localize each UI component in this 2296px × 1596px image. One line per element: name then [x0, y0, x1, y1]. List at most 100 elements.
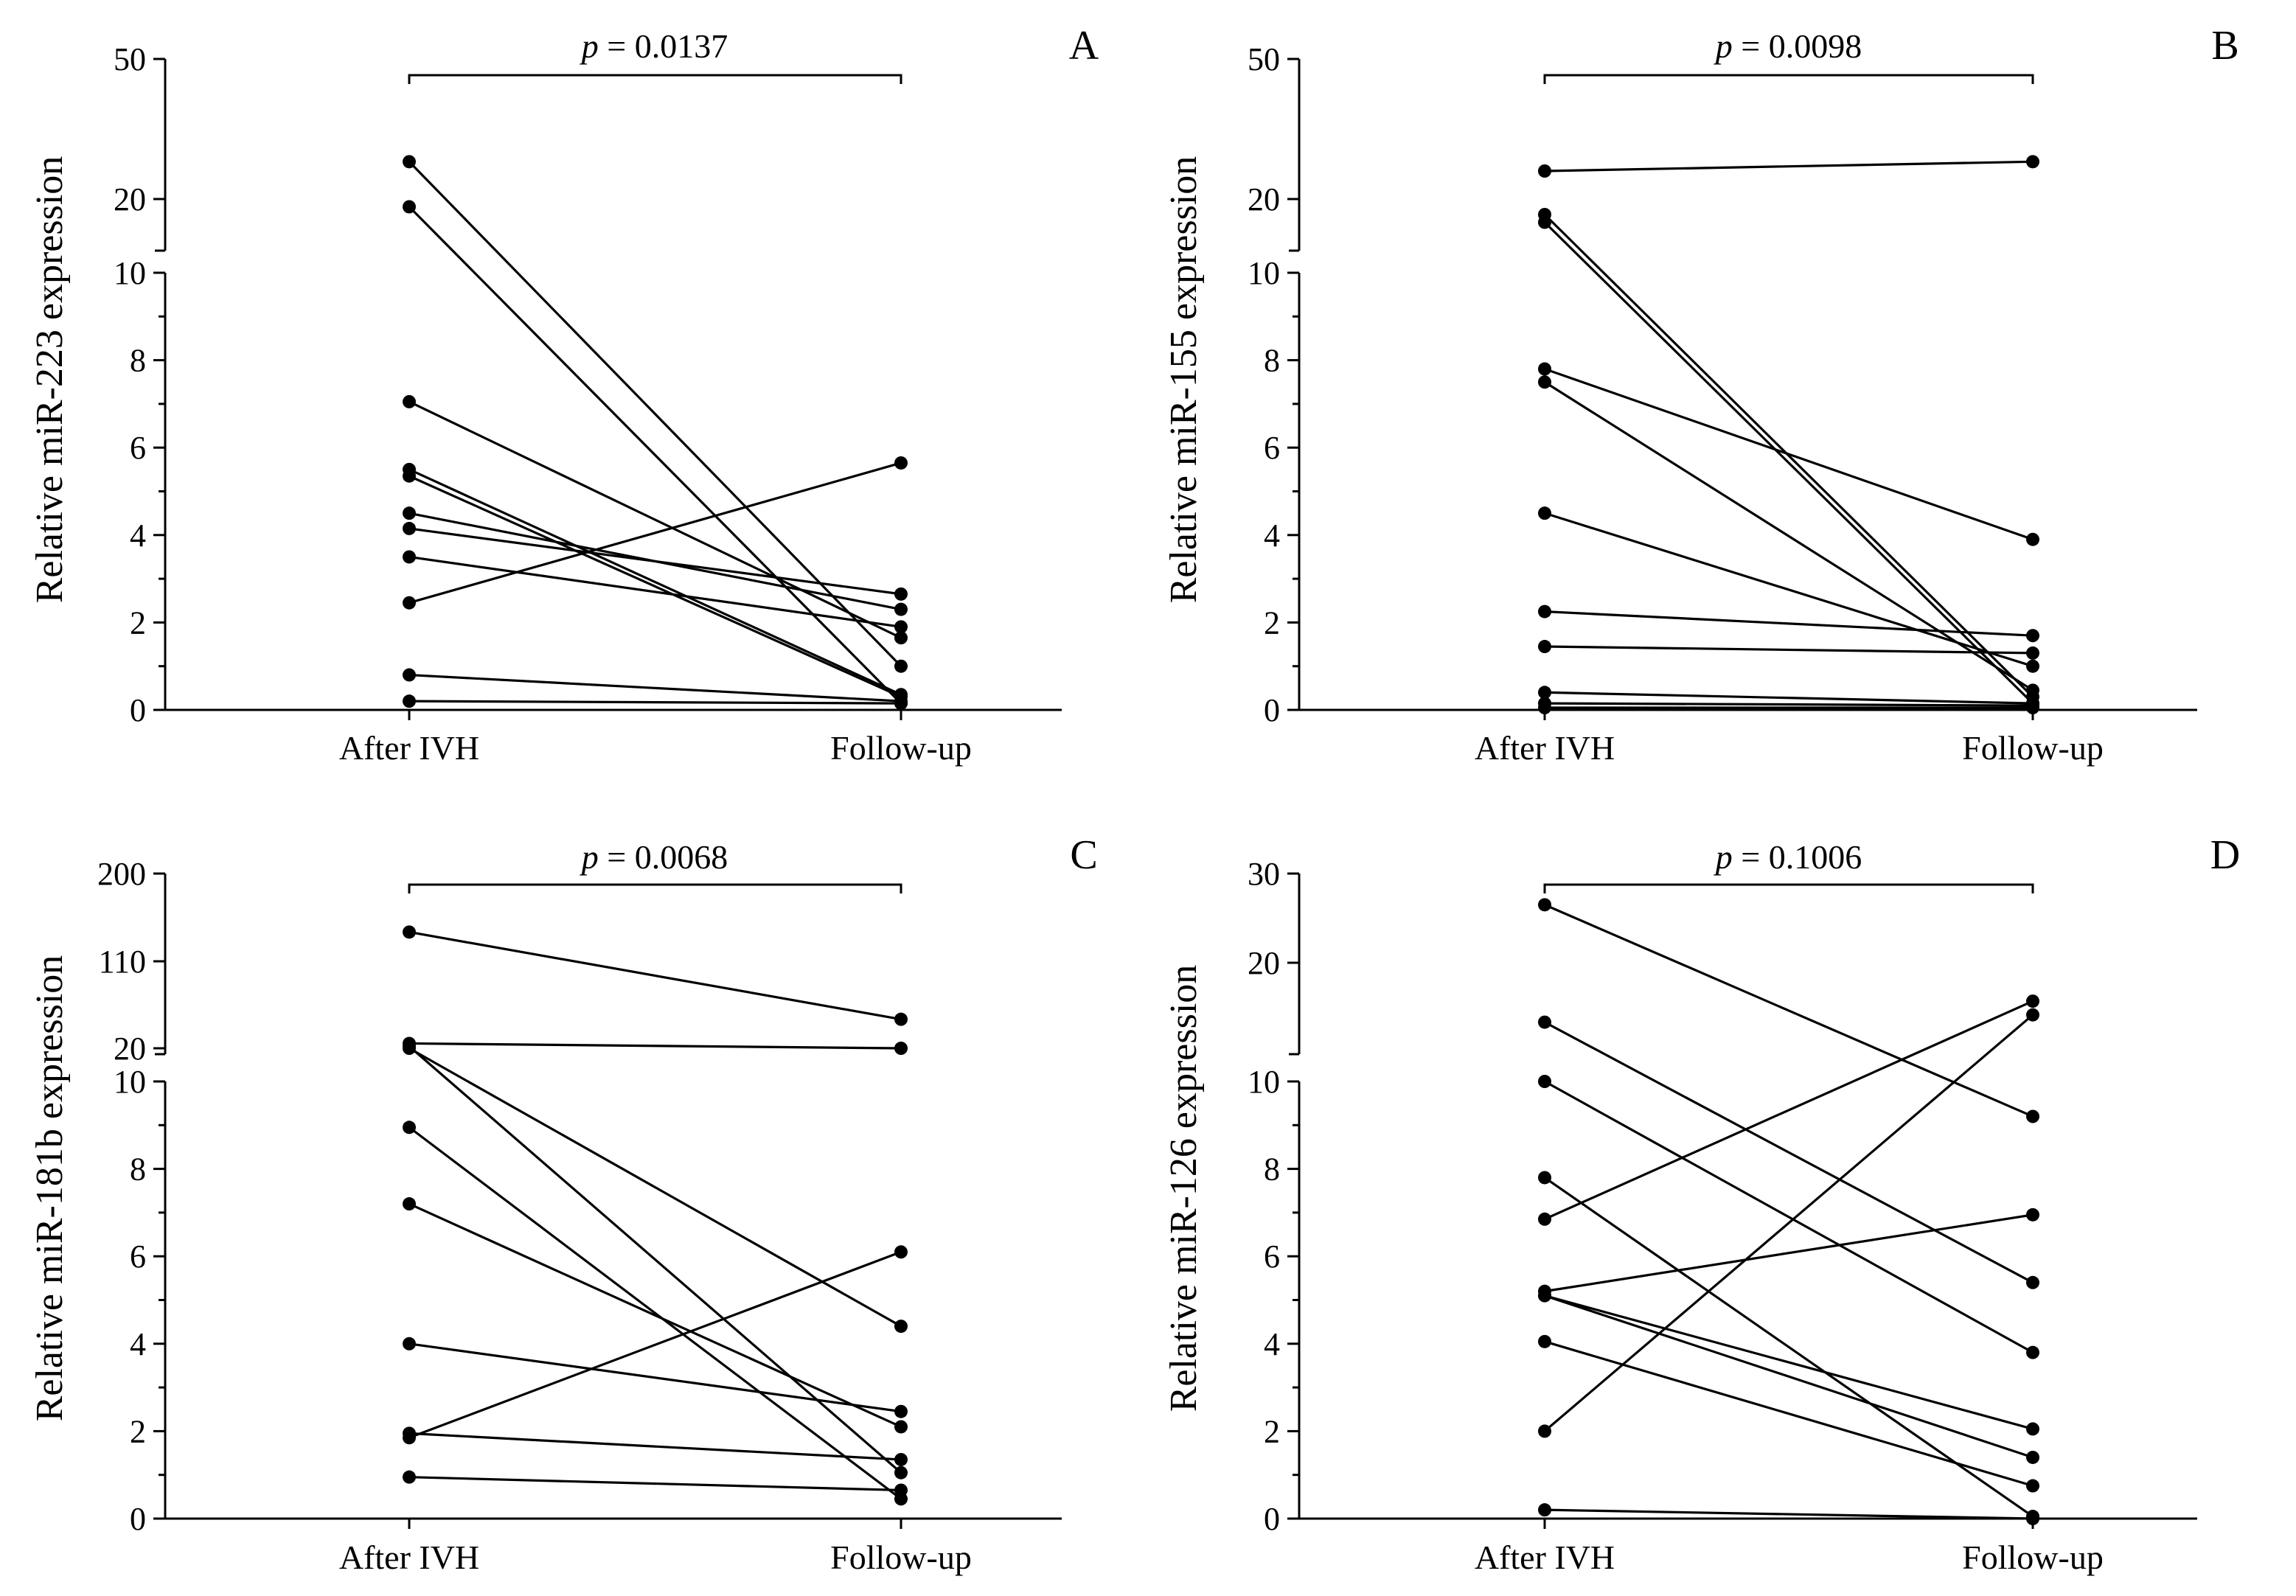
panel-b-pair-line-3 — [1543, 221, 2034, 705]
panel-a-significance-bracket — [408, 74, 902, 84]
panel-c-point-follow-up-2 — [894, 1042, 908, 1055]
panel-b-category-follow-up: Follow-up — [1962, 729, 2104, 767]
panel-a-y-tick-label: 2 — [130, 604, 146, 641]
panel-b-y-axis-label: Relative miR-155 expression — [1163, 156, 1205, 604]
panel-c-pair-line-9 — [408, 1250, 902, 1439]
panel-b-letter: B — [2211, 23, 2238, 69]
panel-a-pair-line-9 — [408, 461, 902, 604]
panel-b-point-after-ivh-7 — [1538, 604, 1551, 618]
panel-a-point-after-ivh-11 — [403, 694, 416, 708]
panel-c-point-after-ivh-4 — [403, 1042, 416, 1055]
panel-d-point-after-ivh-5 — [1538, 1212, 1551, 1226]
panel-d-axis-break-gap — [1284, 1057, 1289, 1078]
panel-c-pair-line-10 — [408, 1476, 902, 1492]
panel-d-significance-bracket — [1543, 883, 2034, 893]
panel-c-data-lines — [403, 925, 908, 1506]
panel-a-point-follow-up-7 — [894, 587, 908, 601]
panel-a-pair-line-4 — [408, 468, 902, 696]
panel-c-pair-line-4 — [408, 1047, 902, 1328]
panel-d-y-tick-label-upper: 20 — [1248, 945, 1280, 981]
panel-a-category-after-ivh: After IVH — [339, 729, 479, 767]
panel-a-y-tick-label: 10 — [114, 255, 146, 291]
panel-b-category-after-ivh: After IVH — [1475, 729, 1615, 767]
panel-c-point-after-ivh-9 — [403, 1431, 416, 1445]
panel-d-category-after-ivh: After IVH — [1475, 1538, 1615, 1576]
panel-b-point-after-ivh-3 — [1538, 215, 1551, 229]
panel-d-point-follow-up-9 — [2026, 1479, 2039, 1493]
panel-d-category-follow-up: Follow-up — [1962, 1538, 2104, 1576]
panel-a-pair-line-10 — [408, 673, 902, 703]
panel-a-y-tick-label-upper: 20 — [114, 181, 146, 217]
panel-a-pair-line-1 — [408, 161, 902, 667]
panel-d-point-follow-up-7 — [2026, 1422, 2039, 1436]
panel-b-point-after-ivh-8 — [1538, 640, 1551, 654]
panel-b-point-follow-up-5 — [2026, 683, 2039, 697]
panel-c-y-tick-label: 4 — [130, 1326, 146, 1362]
panel-c-y-tick-label-upper: 20 — [114, 1031, 146, 1067]
panel-b-point-follow-up-8 — [2026, 646, 2039, 660]
panel-c-y-tick-label: 6 — [130, 1238, 146, 1275]
panel-a-y-tick-label: 0 — [130, 692, 146, 728]
panel-b-point-after-ivh-4 — [1538, 362, 1551, 376]
panel-b-y-tick-label: 8 — [1264, 343, 1280, 379]
panel-a-pair-line-11 — [408, 700, 902, 705]
panel-d-pair-line-10 — [1543, 1014, 2034, 1432]
panel-d-pair-line-8 — [1544, 1294, 2034, 1459]
panel-c-pair-line-5 — [408, 1126, 902, 1500]
panel-b-y-tick-label: 4 — [1264, 518, 1280, 554]
panel-a-point-after-ivh-2 — [403, 200, 416, 214]
panel-d-point-after-ivh-4 — [1538, 1171, 1551, 1185]
panel-d-pair-line-11 — [1544, 1508, 2034, 1520]
panel-c-category-after-ivh: After IVH — [339, 1538, 479, 1576]
panel-d-point-follow-up-8 — [2026, 1450, 2039, 1464]
panel-a-point-after-ivh-3 — [403, 394, 416, 408]
panel-d-y-tick-label: 10 — [1248, 1064, 1280, 1100]
panel-b-y-tick-label-upper: 20 — [1248, 181, 1280, 217]
panel-c-axis-break-gap — [150, 1057, 155, 1078]
panel-b-pair-line-1 — [1544, 160, 2034, 173]
panel-d-point-follow-up-1 — [2026, 1109, 2039, 1123]
panel-b-point-after-ivh-5 — [1538, 375, 1551, 389]
panel-d-y-tick-label: 2 — [1264, 1413, 1280, 1449]
panel-d-pair-line-4 — [1544, 1177, 2034, 1518]
panel-d-pair-line-7 — [1544, 1294, 2034, 1430]
panel-b-point-follow-up-7 — [2026, 629, 2039, 643]
panel-b-data-lines — [1538, 155, 2039, 715]
panel-b-pair-line-7 — [1544, 610, 2034, 637]
panel-b-point-follow-up-1 — [2026, 155, 2039, 169]
panel-b-pair-line-5 — [1544, 380, 2034, 691]
panel-c-pair-line-6 — [408, 1202, 902, 1428]
panel-d-point-after-ivh-9 — [1538, 1334, 1551, 1348]
panel-b-point-after-ivh-9 — [1538, 686, 1551, 700]
panel-c-pair-line-2 — [408, 1042, 902, 1050]
panel-a-point-after-ivh-1 — [403, 155, 416, 169]
panel-d-point-follow-up-5 — [2026, 994, 2039, 1008]
panel-a-point-follow-up-1 — [894, 659, 908, 673]
panel-a-point-after-ivh-10 — [403, 668, 416, 682]
panel-a-point-after-ivh-8 — [403, 550, 416, 564]
panel-c-point-after-ivh-10 — [403, 1470, 416, 1484]
panel-d-point-after-ivh-1 — [1538, 898, 1551, 912]
panel-a-ticks: 0 2 4 6 8 10 20 50 — [114, 41, 165, 728]
panel-d-pair-line-9 — [1544, 1340, 2034, 1488]
panel-a-point-after-ivh-6 — [403, 506, 416, 520]
panel-d-letter: D — [2210, 832, 2240, 878]
panel-c-point-after-ivh-5 — [403, 1121, 416, 1135]
panel-d-pair-line-5 — [1544, 1000, 2034, 1221]
panel-b-y-tick-label: 0 — [1264, 692, 1280, 728]
panel-d-y-tick-label: 6 — [1264, 1238, 1280, 1275]
panel-b-pair-line-10 — [1544, 702, 2034, 707]
panel-d-pair-line-2 — [1544, 1021, 2034, 1284]
panel-c-pair-line-3 — [408, 1045, 902, 1474]
panel-b-point-after-ivh-1 — [1538, 164, 1551, 178]
panel-c-point-follow-up-6 — [894, 1420, 908, 1434]
panel-c-point-follow-up-7 — [894, 1404, 908, 1418]
panel-c-point-follow-up-8 — [894, 1452, 908, 1466]
panel-b-pair-line-4 — [1544, 367, 2034, 541]
